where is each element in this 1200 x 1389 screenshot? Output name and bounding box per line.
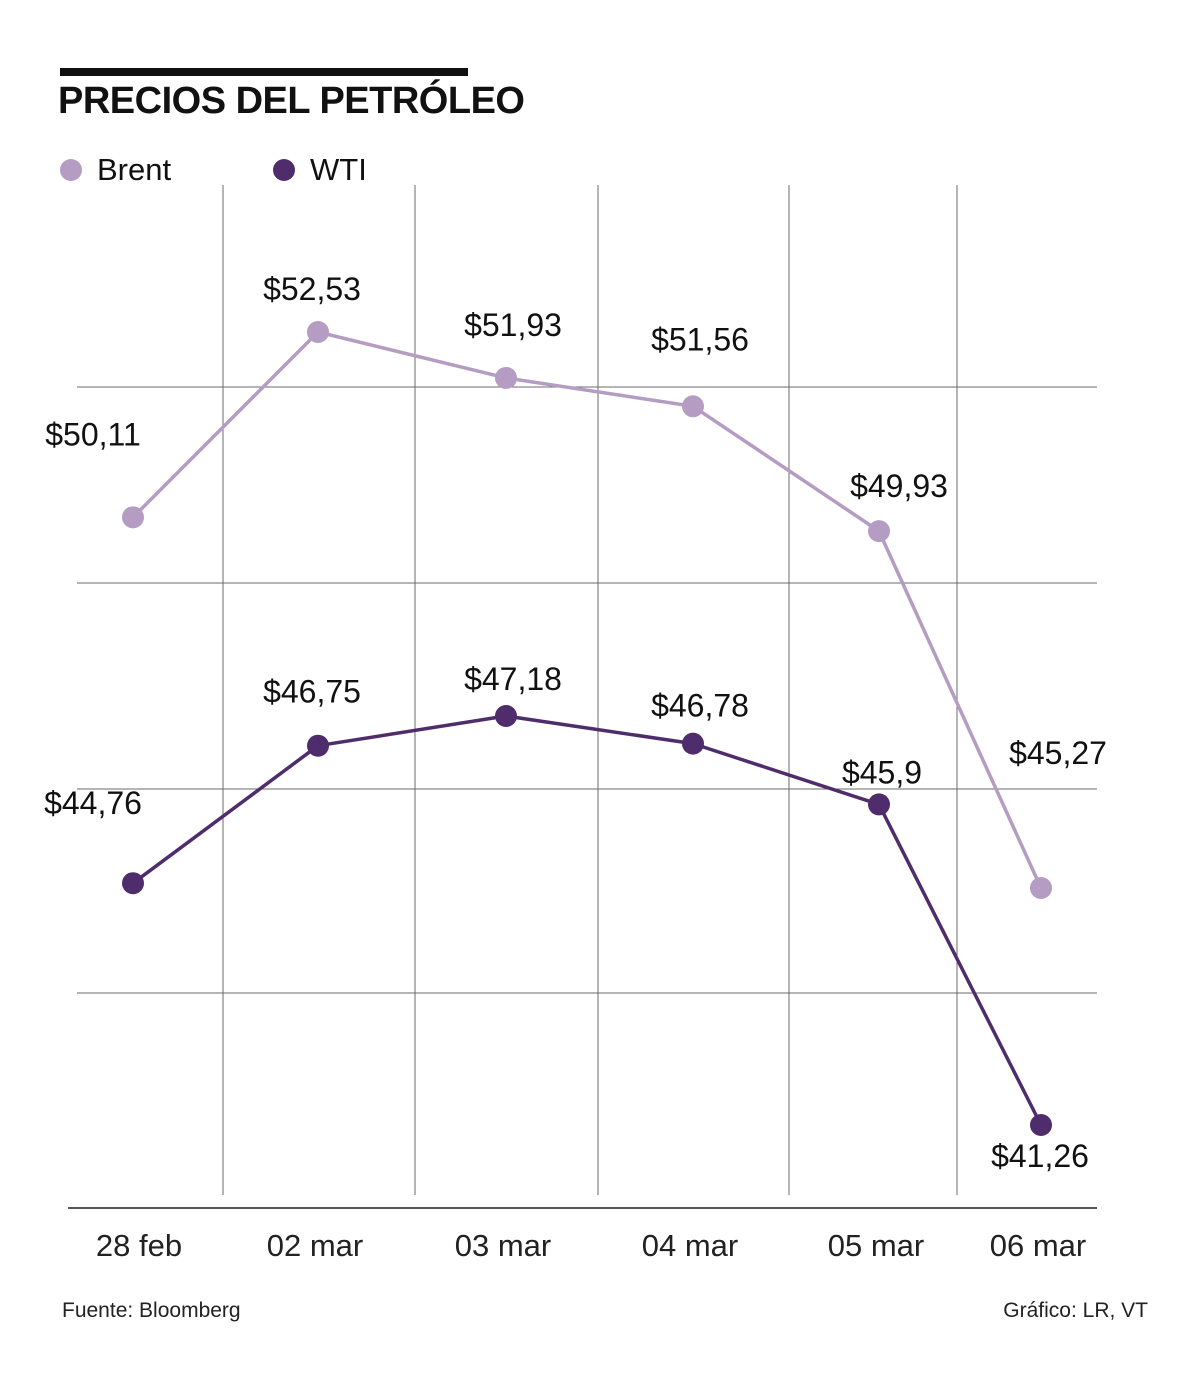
data-label-wti-0: $44,76 [44, 785, 142, 821]
legend-item-brent: Brent [60, 152, 171, 188]
point-wti-1 [307, 734, 329, 757]
x-tick-label-1: 02 mar [267, 1228, 363, 1263]
data-label-wti-3: $46,78 [651, 688, 749, 724]
point-brent-0 [122, 506, 144, 529]
x-tick-label-2: 03 mar [455, 1228, 551, 1263]
data-label-brent-0: $50,11 [45, 416, 141, 452]
source-note: Fuente: Bloomberg [62, 1299, 241, 1322]
data-label-wti-1: $46,75 [263, 674, 361, 710]
data-label-wti-2: $47,18 [464, 661, 562, 697]
point-brent-3 [682, 395, 704, 418]
point-wti-5 [1030, 1114, 1052, 1136]
point-brent-5 [1030, 877, 1052, 899]
x-tick-label-5: 06 mar [990, 1228, 1086, 1263]
title-rule [60, 68, 468, 76]
data-label-wti-4: $45,9 [842, 754, 922, 790]
x-tick-label-0: 28 feb [96, 1228, 182, 1263]
series-line-brent [131, 330, 1043, 889]
chart-title: PRECIOS DEL PETRÓLEO [58, 80, 525, 122]
x-tick-label-3: 04 mar [642, 1228, 738, 1263]
legend-label-wti: WTI [310, 152, 367, 187]
point-wti-4 [868, 793, 890, 816]
data-label-brent-3: $51,56 [651, 321, 749, 357]
point-brent-2 [495, 366, 517, 389]
data-label-brent-1: $52,53 [263, 271, 361, 307]
legend-item-wti: WTI [273, 152, 367, 188]
series-line-wti [131, 714, 1043, 1126]
point-wti-2 [495, 705, 517, 727]
point-brent-1 [307, 321, 329, 343]
legend-label-brent: Brent [97, 152, 172, 187]
legend-dot-wti-icon [273, 159, 295, 181]
x-tick-label-4: 05 mar [828, 1228, 924, 1263]
data-label-wti-5: $41,26 [991, 1138, 1089, 1174]
legend-dot-brent-icon [60, 159, 82, 181]
data-label-brent-4: $49,93 [850, 468, 948, 504]
credit-note: Gráfico: LR, VT [1003, 1299, 1148, 1322]
data-label-brent-5: $45,27 [1009, 735, 1107, 771]
point-wti-0 [122, 872, 144, 895]
data-label-brent-2: $51,93 [464, 307, 562, 343]
point-brent-4 [868, 520, 890, 543]
point-wti-3 [682, 732, 704, 755]
